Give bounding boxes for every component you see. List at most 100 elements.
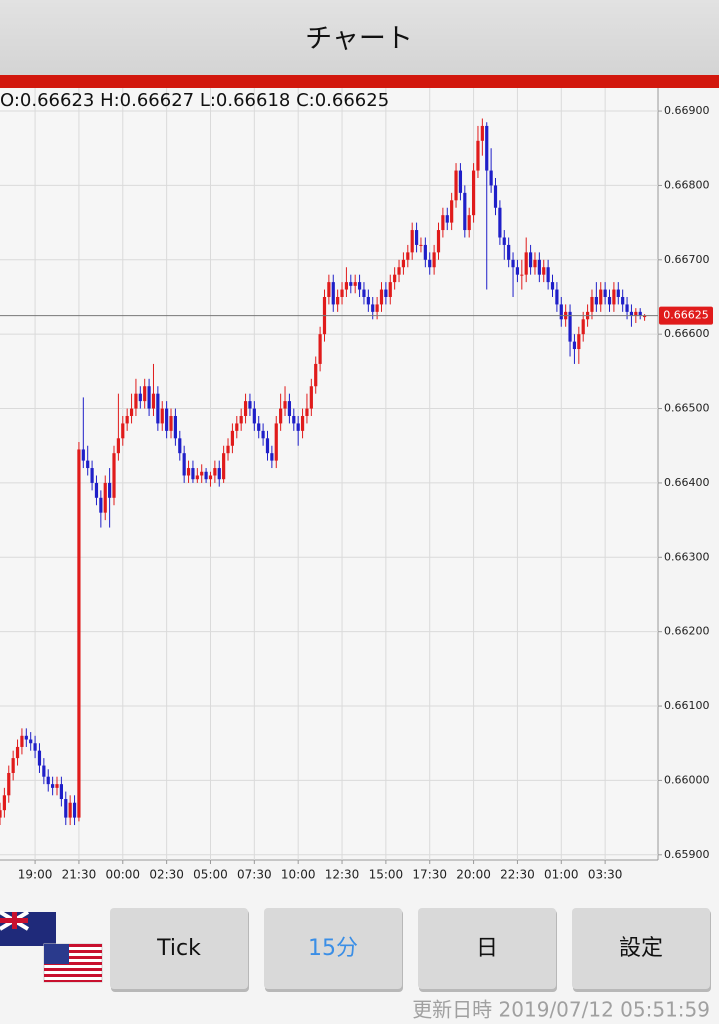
candle-body	[533, 259, 537, 268]
candle-body	[344, 282, 349, 290]
button-label[interactable]: 15分	[308, 936, 358, 961]
candle-body	[375, 304, 379, 312]
candle-body	[265, 438, 270, 454]
candle-body	[186, 468, 191, 476]
candle-body	[64, 799, 68, 818]
candle-body	[397, 267, 401, 275]
y-tick-label: 0.66800	[664, 178, 710, 191]
candle-body	[520, 274, 524, 276]
y-tick-label: 0.66600	[664, 327, 710, 340]
candle-body	[7, 772, 11, 796]
candle-body	[46, 776, 50, 785]
current-price-box	[659, 306, 713, 325]
candle-body	[222, 453, 226, 480]
candle-body	[204, 471, 208, 480]
button[interactable]: 設定	[572, 908, 711, 992]
button-face[interactable]	[418, 908, 556, 989]
candle-body	[340, 289, 344, 297]
candle-body	[261, 430, 265, 439]
x-tick-label: 03:30	[588, 868, 623, 882]
button-face[interactable]	[264, 908, 402, 989]
candle-body	[581, 319, 585, 335]
candle-body	[463, 192, 467, 231]
candle-body	[414, 230, 419, 245]
candle-body	[129, 408, 134, 416]
y-tick-label: 0.66000	[664, 773, 710, 786]
x-tick-label: 19:00	[18, 868, 53, 882]
candle-body	[239, 415, 243, 424]
candle-body	[33, 743, 37, 751]
candle-body	[37, 750, 42, 766]
accent-bar	[0, 75, 719, 88]
candle-body	[287, 401, 292, 416]
header-bar	[0, 0, 719, 75]
y-tick-label: 0.66300	[664, 550, 710, 563]
x-tick-label: 00:00	[105, 868, 140, 882]
candle-body	[594, 296, 598, 305]
button-label[interactable]: 日	[476, 936, 498, 961]
candle-body	[296, 423, 300, 431]
candle-body	[230, 430, 235, 446]
candle-body	[419, 244, 423, 246]
button-face[interactable]	[110, 908, 248, 989]
candle-body	[528, 252, 533, 268]
x-tick-label: 20:00	[456, 868, 491, 882]
candle-body	[599, 289, 603, 305]
candle-body	[327, 282, 331, 297]
y-tick-label: 0.65900	[664, 848, 710, 861]
candle-body	[200, 471, 204, 476]
candle-body	[86, 460, 90, 469]
candle-body	[305, 408, 309, 416]
y-tick-label: 0.66100	[664, 699, 710, 712]
candle-body	[467, 215, 471, 231]
header-title: チャート	[305, 24, 413, 55]
candle-body	[213, 468, 217, 476]
candle-body	[559, 304, 563, 320]
candle-body	[235, 423, 239, 431]
x-tick-label: 01:00	[544, 868, 579, 882]
updated-time: 更新日時 2019/07/12 05:51:59	[412, 998, 710, 1022]
axes: 0.65900 0.66000 0.66100 0.66200 0.66300 0.664…	[0, 104, 713, 882]
y-tick-label: 0.66900	[664, 104, 710, 117]
y-tick-label: 0.66200	[664, 625, 710, 638]
candle-body	[572, 341, 577, 350]
y-tick-label: 0.66700	[664, 253, 710, 266]
candle-body	[274, 423, 278, 461]
candle-body	[165, 408, 169, 431]
candle-body	[555, 289, 559, 305]
candle-body	[156, 393, 160, 424]
candle-body	[72, 802, 77, 818]
candle-body	[362, 289, 366, 297]
x-tick-label: 12:30	[325, 868, 360, 882]
candle-body	[353, 282, 357, 286]
button[interactable]: 15分	[264, 908, 403, 992]
candle-body	[625, 304, 629, 312]
button-label[interactable]: 設定	[619, 936, 663, 961]
candle-body	[15, 746, 20, 759]
candle-body	[300, 415, 305, 431]
candle-body	[450, 200, 454, 223]
candle-body	[634, 311, 638, 316]
x-tick-label: 02:30	[149, 868, 184, 882]
candle-body	[366, 296, 370, 305]
x-tick-label: 07:30	[237, 868, 272, 882]
candle-body	[314, 363, 318, 387]
candle-body	[20, 735, 24, 747]
candle-body	[2, 795, 6, 811]
candle-body	[393, 274, 397, 283]
button-label[interactable]: Tick	[156, 936, 201, 961]
candle-body	[81, 449, 85, 461]
candle-body	[406, 252, 410, 260]
candle-body	[116, 438, 120, 454]
button[interactable]: 日	[418, 908, 557, 992]
button-face[interactable]	[572, 908, 710, 989]
button[interactable]: Tick	[110, 908, 249, 992]
ohlc-info: O:0.66623 H:0.66627 L:0.66618 C:0.66625	[0, 90, 389, 111]
plot-area	[0, 88, 658, 860]
candle-body	[94, 482, 99, 498]
y-tick-label: 0.66400	[664, 476, 710, 489]
candle-body	[568, 311, 572, 342]
candle-body	[621, 296, 625, 305]
candle-body	[68, 802, 72, 818]
candle-body	[103, 482, 107, 513]
